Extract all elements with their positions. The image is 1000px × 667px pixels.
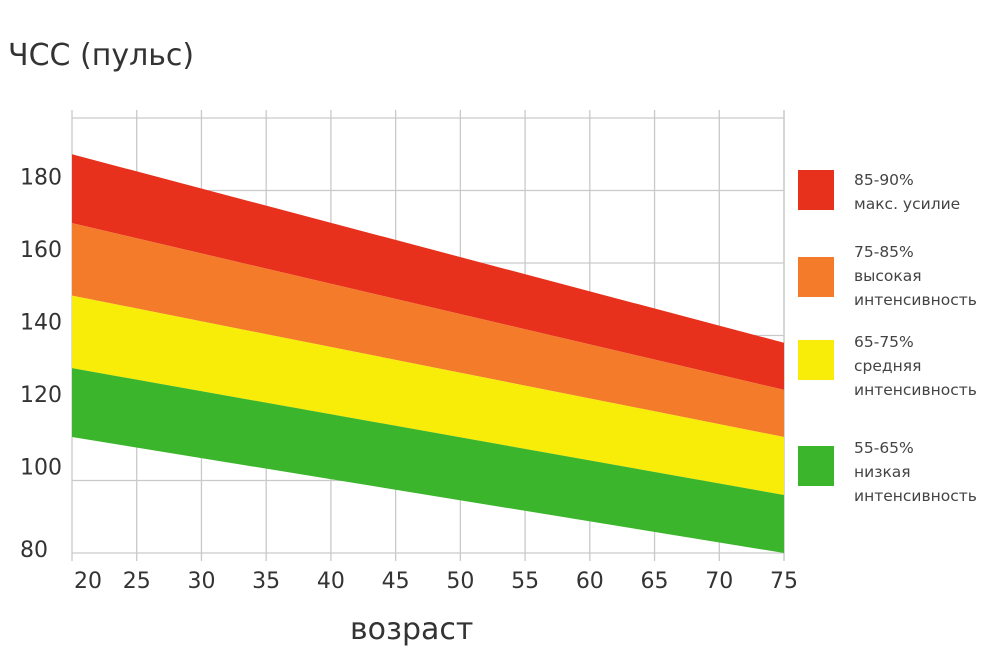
legend-swatch: [798, 340, 834, 380]
legend-label: 65-75% средняя интенсивность: [854, 333, 977, 399]
y-tick-label: 160: [20, 238, 62, 263]
band-75-85%: [72, 223, 784, 437]
legend-swatch: [798, 446, 834, 486]
x-tick-label: 45: [382, 569, 410, 594]
y-tick-label: 100: [20, 456, 62, 481]
x-tick-label: 60: [576, 569, 604, 594]
x-tick-label: 55: [511, 569, 539, 594]
y-tick-label: 80: [20, 538, 48, 563]
x-tick-label: 35: [252, 569, 280, 594]
band-85-90%: [72, 154, 784, 390]
legend-swatch: [798, 257, 834, 297]
x-tick-label: 65: [641, 569, 669, 594]
x-tick-label: 30: [187, 569, 215, 594]
x-tick-labels: 20 25 30 35 40 45 50 55 60 65 70 75: [74, 569, 798, 594]
x-tick-label: 20: [74, 569, 102, 594]
x-tick-label: 70: [705, 569, 733, 594]
y-tick-label: 120: [20, 383, 62, 408]
legend-label: 75-85% высокая интенсивность: [854, 243, 977, 309]
x-tick-label: 25: [123, 569, 151, 594]
x-axis-title: возраст: [350, 612, 474, 647]
legend-swatch: [798, 170, 834, 210]
y-tick-label: 180: [20, 166, 62, 191]
band-55-65%: [72, 368, 784, 553]
bands: [72, 154, 784, 553]
x-tick-label: 50: [446, 569, 474, 594]
band-65-75%: [72, 295, 784, 495]
legend-label: 85-90% макс. усилие: [854, 171, 961, 213]
y-tick-label: 140: [20, 311, 62, 336]
x-tick-label: 75: [770, 569, 798, 594]
y-tick-labels: 80 100 120 140 160 180: [20, 166, 62, 564]
y-axis-title: ЧСС (пульс): [8, 38, 195, 73]
legend-label: 55-65% низкая интенсивность: [854, 439, 977, 505]
x-tick-label: 40: [317, 569, 345, 594]
